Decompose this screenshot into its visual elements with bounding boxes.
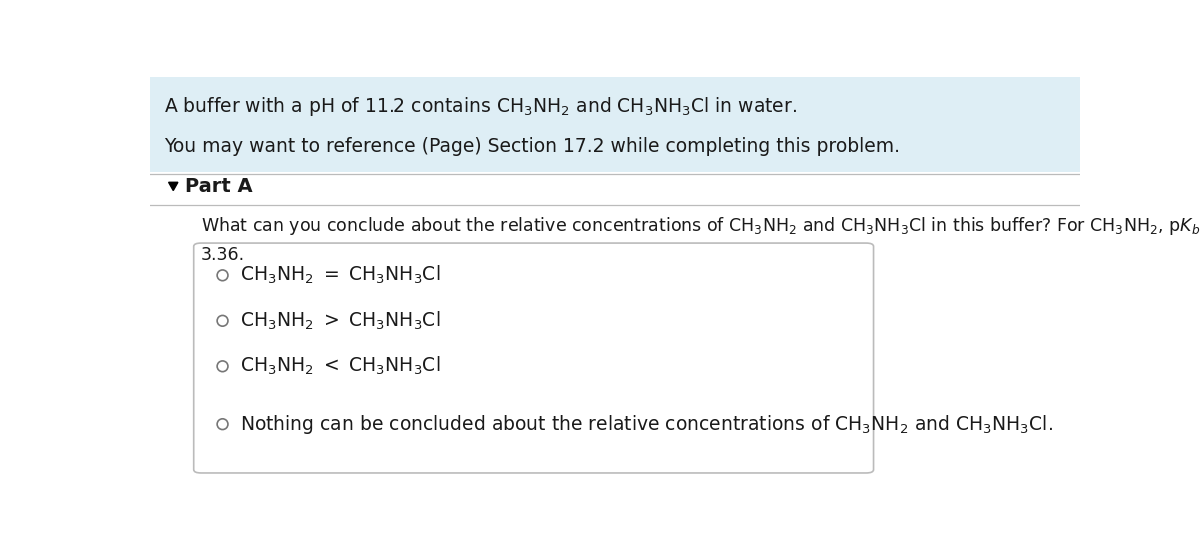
Text: $\mathregular{CH_3NH_2}$ $=$ $\mathregular{CH_3NH_3Cl}$: $\mathregular{CH_3NH_2}$ $=$ $\mathregul… xyxy=(240,264,440,286)
FancyBboxPatch shape xyxy=(193,243,874,473)
Ellipse shape xyxy=(217,315,228,326)
Text: Part A: Part A xyxy=(185,177,253,196)
Text: $\mathregular{CH_3NH_2}$ $<$ $\mathregular{CH_3NH_3Cl}$: $\mathregular{CH_3NH_2}$ $<$ $\mathregul… xyxy=(240,355,440,378)
FancyBboxPatch shape xyxy=(150,77,1080,172)
Ellipse shape xyxy=(217,419,228,430)
Text: $\mathregular{CH_3NH_2}$ $>$ $\mathregular{CH_3NH_3Cl}$: $\mathregular{CH_3NH_2}$ $>$ $\mathregul… xyxy=(240,310,440,332)
Polygon shape xyxy=(168,182,178,191)
Text: A buffer with a pH of 11.2 contains $\mathregular{CH_3NH_2}$ and $\mathregular{C: A buffer with a pH of 11.2 contains $\ma… xyxy=(164,96,797,119)
Text: 3.36.: 3.36. xyxy=(202,246,245,264)
Text: Nothing can be concluded about the relative concentrations of $\mathregular{CH_3: Nothing can be concluded about the relat… xyxy=(240,412,1054,436)
Ellipse shape xyxy=(217,361,228,372)
Ellipse shape xyxy=(217,270,228,281)
Text: You may want to reference (Page) Section 17.2 while completing this problem.: You may want to reference (Page) Section… xyxy=(164,137,900,156)
Text: What can you conclude about the relative concentrations of $\mathregular{CH_3NH_: What can you conclude about the relative… xyxy=(202,215,1200,237)
